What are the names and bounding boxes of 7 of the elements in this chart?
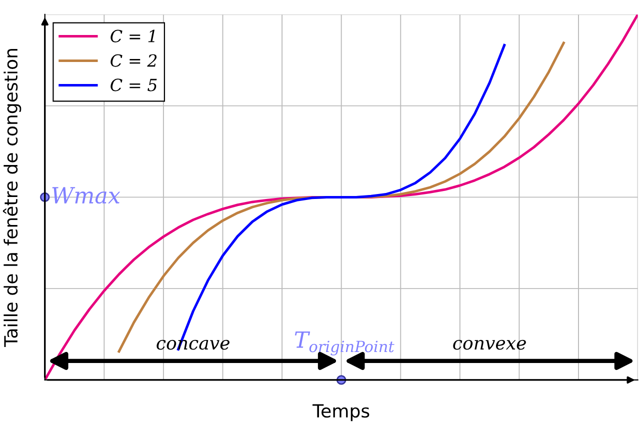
x-axis-title: Temps [312, 404, 370, 422]
legend-label: C = 2 [110, 54, 157, 67]
annotation: convexe [453, 340, 526, 350]
legend-label: C = 1 [110, 30, 155, 42]
y-axis-title: Taille de la fenêtre de congestion [2, 49, 22, 347]
annotation: Wmax [52, 187, 120, 204]
legend-label: C = 5 [110, 78, 157, 92]
